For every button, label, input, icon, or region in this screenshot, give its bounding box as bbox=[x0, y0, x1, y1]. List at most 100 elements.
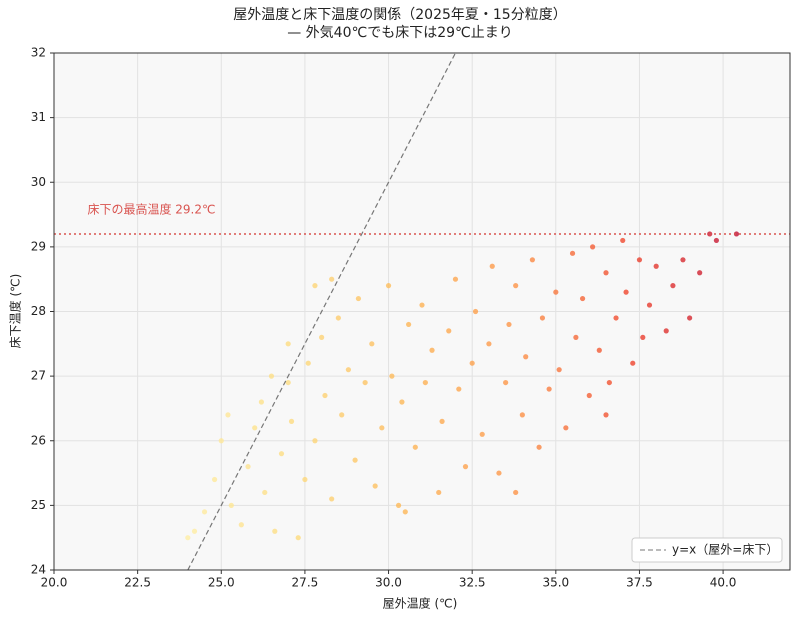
point bbox=[262, 489, 268, 496]
y-tick-label: 32 bbox=[31, 46, 46, 60]
point bbox=[503, 379, 509, 386]
point bbox=[268, 373, 275, 379]
point bbox=[312, 283, 318, 289]
point bbox=[446, 328, 452, 334]
point bbox=[288, 418, 295, 424]
point bbox=[553, 289, 559, 295]
point bbox=[185, 535, 191, 541]
point bbox=[329, 496, 335, 502]
x-tick-label: 40.0 bbox=[710, 576, 737, 590]
point bbox=[385, 283, 392, 289]
point bbox=[603, 270, 609, 276]
point bbox=[556, 367, 562, 373]
point bbox=[663, 328, 669, 334]
point bbox=[218, 438, 224, 444]
x-tick-label: 30.0 bbox=[375, 576, 402, 590]
point bbox=[322, 392, 328, 399]
legend-label: y=x（屋外=床下） bbox=[672, 543, 778, 557]
legend-box bbox=[631, 537, 783, 563]
point bbox=[733, 231, 740, 237]
point bbox=[680, 257, 686, 263]
point bbox=[258, 399, 265, 405]
point bbox=[569, 250, 576, 256]
x-tick-label: 22.5 bbox=[124, 576, 151, 590]
point bbox=[272, 528, 278, 534]
point bbox=[402, 509, 408, 515]
point bbox=[452, 276, 459, 282]
point bbox=[389, 373, 395, 379]
point bbox=[355, 295, 362, 302]
point bbox=[395, 502, 402, 508]
y-tick-label: 28 bbox=[31, 304, 46, 318]
point bbox=[519, 412, 525, 418]
point bbox=[603, 412, 609, 418]
point bbox=[513, 283, 519, 289]
point bbox=[436, 489, 442, 496]
point bbox=[670, 283, 676, 289]
point bbox=[201, 509, 208, 515]
x-tick-label: 37.5 bbox=[626, 576, 653, 590]
point bbox=[295, 535, 301, 541]
point bbox=[636, 257, 643, 263]
point bbox=[312, 438, 318, 444]
point bbox=[573, 334, 579, 340]
point bbox=[335, 315, 341, 321]
point bbox=[613, 315, 619, 321]
point bbox=[496, 470, 502, 476]
point bbox=[653, 263, 659, 269]
point bbox=[302, 476, 308, 483]
y-tick-label: 29 bbox=[31, 239, 46, 253]
point bbox=[640, 334, 646, 340]
point bbox=[469, 360, 475, 366]
point bbox=[319, 334, 325, 340]
point bbox=[606, 379, 612, 386]
point bbox=[238, 522, 244, 528]
point bbox=[285, 379, 291, 386]
chart-subtitle: — 外気40℃でも床下は29℃止まり bbox=[287, 25, 513, 41]
y-tick-label: 31 bbox=[31, 110, 46, 124]
point bbox=[529, 257, 536, 263]
y-tick-label: 24 bbox=[31, 563, 46, 577]
plot-frame bbox=[53, 52, 791, 571]
plot-area bbox=[185, 53, 740, 570]
point bbox=[352, 457, 358, 463]
point bbox=[362, 379, 368, 386]
point bbox=[429, 347, 435, 353]
point bbox=[345, 367, 351, 373]
point bbox=[329, 276, 335, 282]
x-axis-label: 屋外温度 (℃) bbox=[383, 596, 458, 611]
point bbox=[630, 360, 636, 366]
point bbox=[590, 244, 596, 250]
point bbox=[422, 379, 428, 386]
diagonal-line bbox=[187, 53, 456, 570]
y-tick-label: 27 bbox=[31, 369, 46, 383]
point bbox=[579, 295, 586, 302]
point bbox=[646, 302, 653, 308]
point bbox=[486, 341, 492, 347]
point bbox=[369, 341, 375, 347]
point bbox=[539, 315, 546, 321]
point bbox=[211, 476, 218, 483]
x-tick-label: 20.0 bbox=[41, 576, 68, 590]
point bbox=[620, 237, 626, 244]
point bbox=[456, 386, 462, 392]
point bbox=[546, 386, 552, 392]
point bbox=[513, 489, 519, 496]
point bbox=[252, 425, 258, 431]
point bbox=[563, 425, 569, 431]
point bbox=[586, 392, 592, 399]
point bbox=[489, 263, 495, 269]
point bbox=[419, 302, 425, 308]
point bbox=[697, 270, 703, 276]
x-tick-label: 32.5 bbox=[459, 576, 486, 590]
point bbox=[339, 412, 345, 418]
point bbox=[472, 308, 479, 315]
point bbox=[506, 321, 512, 328]
point bbox=[191, 528, 198, 534]
point bbox=[536, 444, 542, 450]
point bbox=[399, 399, 405, 405]
point bbox=[278, 451, 285, 457]
point bbox=[462, 464, 469, 470]
chart-title: 屋外温度と床下温度の関係（2025年夏・15分粒度） bbox=[233, 7, 566, 23]
